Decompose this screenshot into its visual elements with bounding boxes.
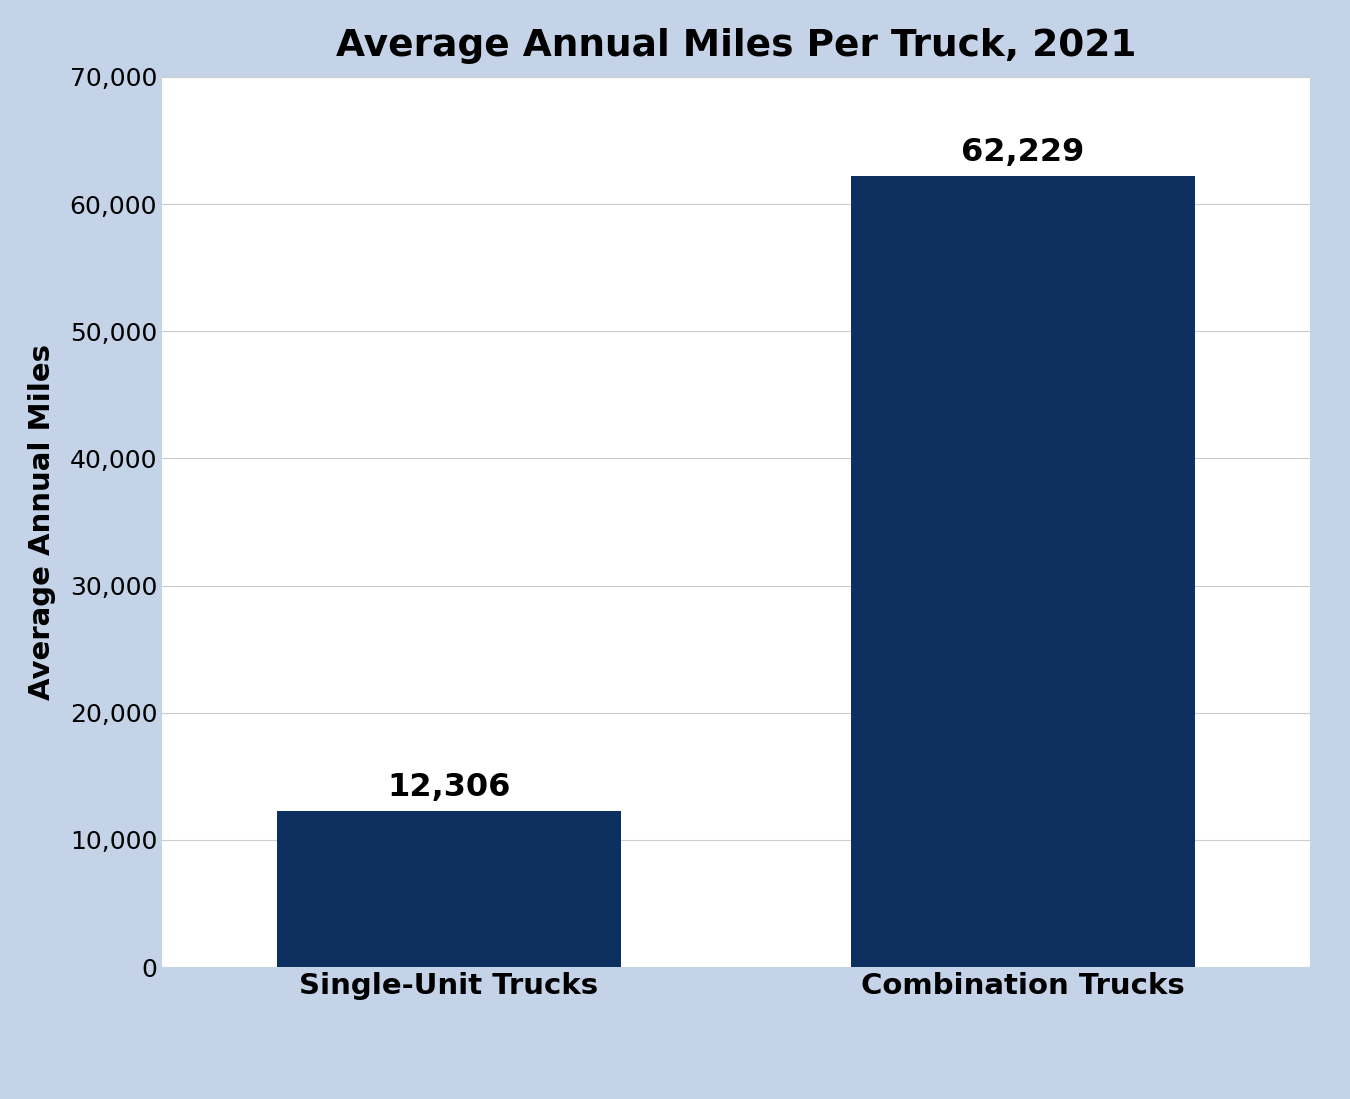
Title: Average Annual Miles Per Truck, 2021: Average Annual Miles Per Truck, 2021 [336, 29, 1135, 64]
Bar [277, 811, 621, 967]
Text: 12,306: 12,306 [387, 771, 510, 803]
Y-axis label: Average Annual Miles: Average Annual Miles [28, 344, 55, 700]
Text: 62,229: 62,229 [961, 137, 1084, 168]
Bar [850, 176, 1195, 967]
